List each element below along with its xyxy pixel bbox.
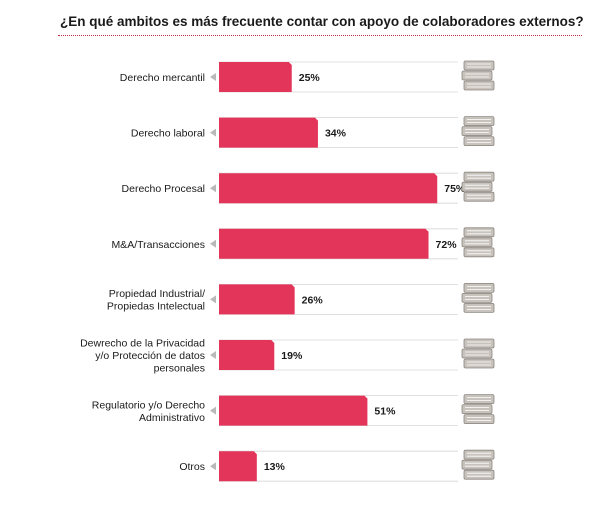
book-2 — [461, 237, 493, 248]
category-label-line: Propiedas Intelectual — [107, 301, 205, 313]
bar — [219, 117, 318, 148]
book-2 — [461, 181, 493, 192]
category-label: Derecho laboral — [131, 128, 205, 140]
bar-track — [219, 450, 458, 482]
stacked-books-icon — [461, 449, 495, 480]
book-1 — [463, 282, 495, 293]
book-3 — [463, 469, 495, 480]
bar-row: 75% Derecho Procesal — [122, 171, 495, 204]
category-label: Regulatorio y/o Derecho Administrativo — [92, 399, 205, 424]
bar-row: 51% Regulatorio y/o Derecho Administrativo — [92, 394, 495, 426]
book-3 — [463, 80, 495, 91]
book-2 — [461, 459, 493, 470]
bar-row: 72% M&A/Transacciones — [111, 227, 495, 260]
stacked-books-icon — [461, 60, 495, 91]
bar — [219, 284, 295, 315]
stacked-books-icon — [461, 394, 495, 425]
book-1 — [463, 227, 495, 238]
book-3 — [463, 136, 495, 147]
value-label: 72% — [436, 239, 458, 251]
value-label: 26% — [302, 294, 324, 306]
category-label: Derecho Procesal — [122, 183, 205, 195]
book-3 — [463, 302, 495, 313]
category-label-line: Regulatorio y/o Derecho — [92, 399, 205, 411]
book-1 — [463, 394, 495, 405]
bar-row: 34% Derecho laboral — [131, 116, 495, 148]
book-3 — [463, 247, 495, 258]
category-label-line: Dewrecho de la Privacidad — [80, 338, 205, 350]
value-label: 25% — [299, 72, 321, 84]
triangle-left-icon — [210, 239, 216, 248]
book-2 — [461, 126, 493, 136]
book-2 — [461, 348, 493, 359]
bar — [219, 395, 368, 426]
bar-row: 13% Otros — [179, 449, 495, 482]
bar-row: 25% Derecho mercantil — [120, 60, 495, 93]
triangle-left-icon — [210, 462, 216, 471]
chart-title: ¿En qué ambitos es más frecuente contar … — [60, 14, 584, 29]
value-label: 13% — [264, 461, 286, 473]
triangle-left-icon — [210, 128, 216, 137]
value-label: 51% — [374, 406, 396, 418]
category-label: Propiedad Industrial/Propiedas Intelectu… — [107, 288, 205, 313]
category-label-line: personales — [154, 363, 205, 375]
book-3 — [463, 358, 495, 369]
category-label-line: Propiedad Industrial/ — [109, 288, 205, 300]
bar — [219, 451, 257, 482]
category-label: Derecho mercantil — [120, 72, 205, 84]
book-1 — [463, 338, 495, 349]
category-label-line: Administrativo — [139, 412, 205, 424]
bar — [219, 62, 292, 92]
book-3 — [463, 414, 495, 425]
book-1 — [463, 60, 495, 71]
book-1 — [463, 116, 495, 126]
stacked-books-icon — [461, 338, 495, 369]
category-label-line: Derecho Procesal — [122, 183, 205, 195]
category-label-line: Derecho mercantil — [120, 72, 205, 84]
value-label: 19% — [281, 350, 303, 362]
triangle-left-icon — [210, 406, 216, 415]
title-underline — [58, 35, 582, 36]
triangle-left-icon — [210, 351, 216, 359]
category-label-line: Otros — [179, 461, 205, 473]
category-label-line: M&A/Transacciones — [111, 239, 205, 251]
bar — [219, 173, 438, 204]
triangle-left-icon — [210, 73, 216, 81]
category-label: Otros — [179, 461, 205, 473]
book-1 — [463, 171, 495, 182]
book-3 — [463, 191, 495, 202]
stacked-books-icon — [461, 227, 495, 258]
stacked-books-icon — [461, 282, 495, 313]
book-2 — [461, 404, 493, 415]
stacked-books-icon — [461, 171, 495, 202]
bar — [219, 228, 429, 259]
book-2 — [461, 70, 493, 81]
triangle-left-icon — [210, 184, 216, 193]
category-label-line: Derecho laboral — [131, 128, 205, 140]
category-label-line: y/o Protección de datos — [95, 350, 205, 362]
category-label: M&A/Transacciones — [111, 239, 205, 251]
bar — [219, 340, 275, 370]
category-label: Dewrecho de la Privacidad y/o Protección … — [80, 338, 205, 375]
value-label: 75% — [444, 183, 466, 195]
book-2 — [461, 292, 493, 303]
stacked-books-icon — [461, 116, 495, 147]
bar-row: 19% Dewrecho de la Privacidad y/o Protecci… — [80, 338, 495, 375]
triangle-left-icon — [210, 295, 216, 304]
value-label: 34% — [325, 128, 347, 140]
book-1 — [463, 449, 495, 460]
bar-row: 26% Propiedad Industrial/Propiedas Intele… — [107, 282, 495, 315]
